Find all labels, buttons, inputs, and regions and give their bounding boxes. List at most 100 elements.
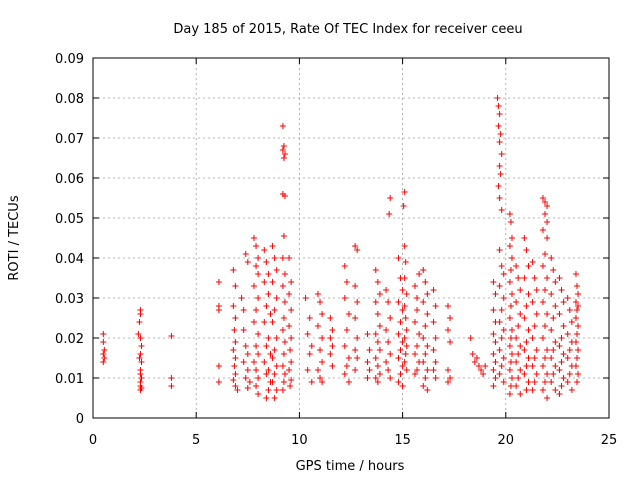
data-point [399, 339, 406, 345]
data-point [420, 383, 427, 389]
data-point [242, 375, 249, 381]
data-point [401, 335, 408, 341]
y-tick-label: 0 [76, 412, 84, 427]
data-point [230, 347, 237, 353]
y-tick-label: 0.02 [55, 332, 84, 347]
data-point [372, 267, 379, 273]
data-point [506, 315, 513, 321]
data-point [234, 387, 241, 393]
data-point [498, 363, 505, 369]
data-point [548, 291, 555, 297]
data-point [523, 303, 530, 309]
data-point [306, 351, 313, 357]
data-point [385, 367, 392, 373]
data-point [552, 303, 559, 309]
data-point [352, 367, 359, 373]
data-point [401, 303, 408, 309]
data-point [508, 327, 515, 333]
data-point [273, 267, 280, 273]
data-point [402, 315, 409, 321]
data-point [341, 295, 348, 301]
data-point [372, 355, 379, 361]
data-point [560, 323, 567, 329]
data-point [490, 367, 497, 373]
data-point [287, 383, 294, 389]
data-point [411, 371, 418, 377]
chart-title: Day 185 of 2015, Rate Of TEC Index for r… [173, 22, 522, 37]
data-point [517, 367, 524, 373]
x-tick-label: 15 [394, 433, 411, 448]
data-point [279, 147, 286, 153]
data-point [506, 279, 513, 285]
data-point [564, 295, 571, 301]
data-point [232, 355, 239, 361]
data-point [498, 307, 505, 313]
data-point [273, 335, 280, 341]
data-point [242, 251, 249, 257]
data-point [548, 255, 555, 261]
data-point [424, 367, 431, 373]
data-point [515, 375, 522, 381]
data-point [269, 243, 276, 249]
data-point [500, 379, 507, 385]
data-point [383, 287, 390, 293]
data-point [267, 311, 274, 317]
data-point [327, 351, 334, 357]
data-point [478, 367, 485, 373]
data-point [560, 299, 567, 305]
data-point [552, 279, 559, 285]
data-point [366, 347, 373, 353]
data-point [432, 303, 439, 309]
y-tick-label: 0.06 [55, 172, 84, 187]
data-point [575, 371, 582, 377]
data-point [411, 351, 418, 357]
data-point [552, 363, 559, 369]
data-point [531, 379, 538, 385]
x-axis-ticks: 0 5 10 15 20 25 [89, 58, 617, 448]
data-point [550, 267, 557, 273]
data-point [548, 379, 555, 385]
data-point [101, 347, 108, 353]
data-point [575, 347, 582, 353]
data-point [271, 371, 278, 377]
data-point [280, 233, 287, 239]
data-point [308, 343, 315, 349]
data-point [319, 311, 326, 317]
data-point [387, 351, 394, 357]
data-point [447, 339, 454, 345]
data-point [521, 315, 528, 321]
data-point [508, 291, 515, 297]
data-point [244, 385, 251, 391]
data-point [531, 275, 538, 281]
data-point [521, 347, 528, 353]
data-point [269, 319, 276, 325]
data-point [395, 355, 402, 361]
data-point [267, 351, 274, 357]
data-point [513, 263, 520, 269]
data-point [445, 303, 452, 309]
data-point [544, 395, 551, 401]
data-point [550, 371, 557, 377]
data-point [574, 355, 581, 361]
data-point [424, 343, 431, 349]
data-point [401, 243, 408, 249]
data-point [281, 151, 288, 157]
data-point [399, 383, 406, 389]
data-point [556, 343, 563, 349]
data-point [246, 379, 253, 385]
data-point [531, 323, 538, 329]
data-point [279, 327, 286, 333]
data-point [517, 311, 524, 317]
data-point [319, 335, 326, 341]
data-point [515, 351, 522, 357]
data-point [496, 139, 503, 145]
data-point [281, 193, 288, 199]
data-point [261, 247, 268, 253]
data-point [308, 379, 315, 385]
data-point [424, 291, 431, 297]
data-point [558, 287, 565, 293]
data-point [343, 363, 350, 369]
data-point [395, 331, 402, 337]
data-point [354, 299, 361, 305]
